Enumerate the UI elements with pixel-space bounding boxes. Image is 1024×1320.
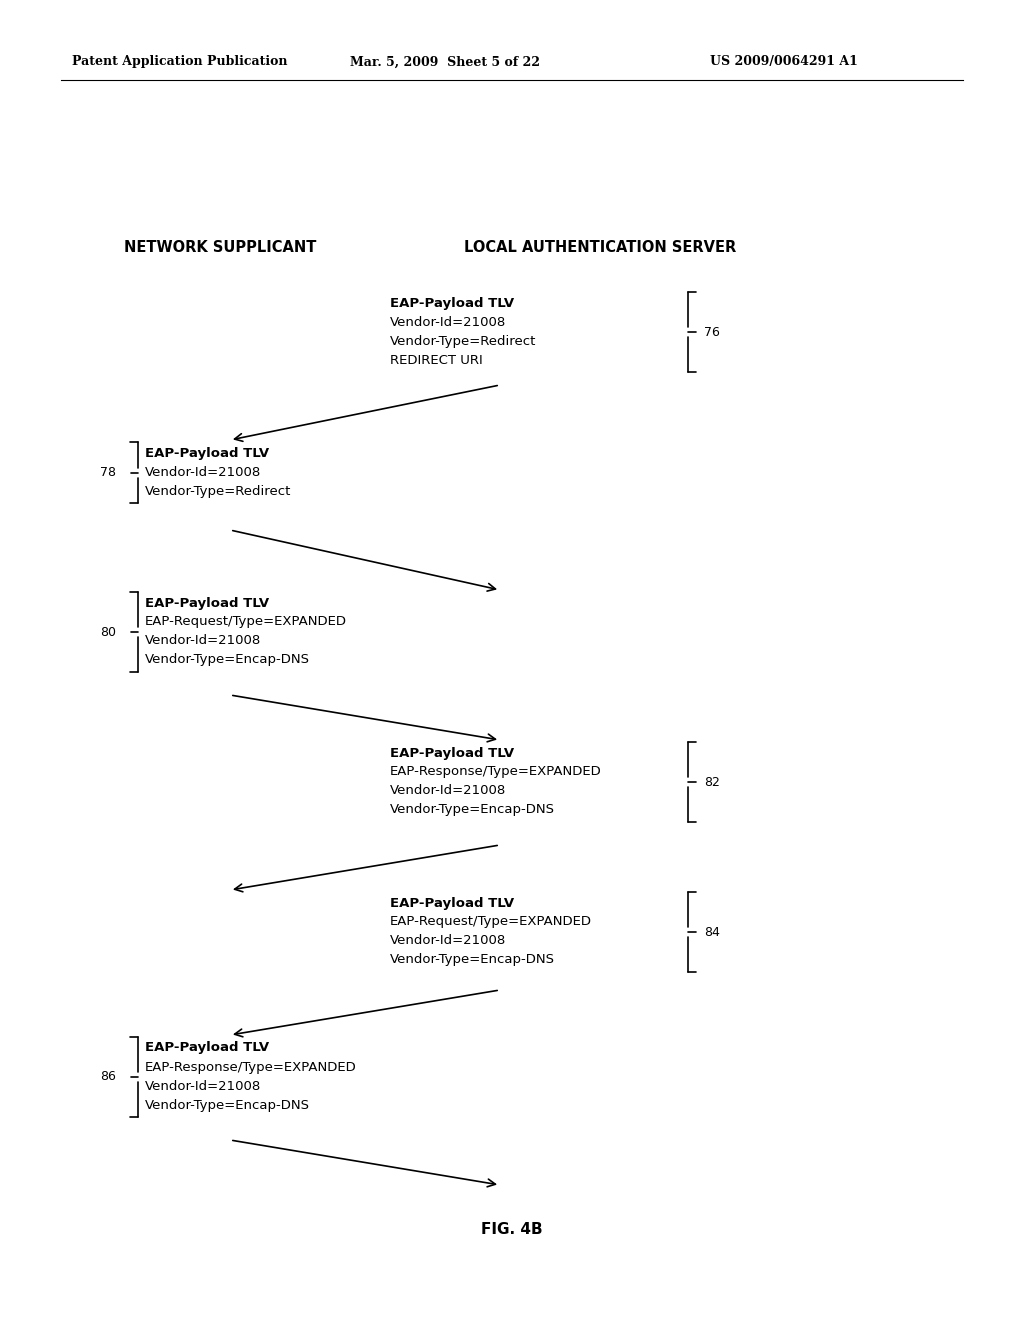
Text: Vendor-Id=21008: Vendor-Id=21008 [390,315,506,329]
Text: 76: 76 [705,326,720,338]
Text: 84: 84 [705,925,720,939]
Text: Patent Application Publication: Patent Application Publication [72,55,288,69]
Text: FIG. 4B: FIG. 4B [481,1222,543,1238]
Text: EAP-Payload TLV: EAP-Payload TLV [145,1041,269,1055]
Text: 80: 80 [100,626,116,639]
Text: EAP-Response/Type=EXPANDED: EAP-Response/Type=EXPANDED [145,1060,356,1073]
Text: 86: 86 [100,1071,116,1084]
Text: EAP-Request/Type=EXPANDED: EAP-Request/Type=EXPANDED [145,615,347,628]
Text: Mar. 5, 2009  Sheet 5 of 22: Mar. 5, 2009 Sheet 5 of 22 [350,55,540,69]
Text: Vendor-Id=21008: Vendor-Id=21008 [145,1080,261,1093]
Text: Vendor-Type=Redirect: Vendor-Type=Redirect [390,334,537,347]
Text: Vendor-Type=Encap-DNS: Vendor-Type=Encap-DNS [390,804,555,817]
Text: 82: 82 [705,776,720,788]
Text: LOCAL AUTHENTICATION SERVER: LOCAL AUTHENTICATION SERVER [464,240,736,256]
Text: EAP-Response/Type=EXPANDED: EAP-Response/Type=EXPANDED [390,766,602,779]
Text: EAP-Payload TLV: EAP-Payload TLV [390,747,514,759]
Text: Vendor-Id=21008: Vendor-Id=21008 [390,935,506,948]
Text: EAP-Request/Type=EXPANDED: EAP-Request/Type=EXPANDED [390,916,592,928]
Text: Vendor-Type=Redirect: Vendor-Type=Redirect [145,484,292,498]
Text: Vendor-Type=Encap-DNS: Vendor-Type=Encap-DNS [145,653,310,667]
Text: EAP-Payload TLV: EAP-Payload TLV [145,597,269,610]
Text: REDIRECT URI: REDIRECT URI [390,354,482,367]
Text: 78: 78 [100,466,116,479]
Text: US 2009/0064291 A1: US 2009/0064291 A1 [710,55,858,69]
Text: Vendor-Id=21008: Vendor-Id=21008 [390,784,506,797]
Text: Vendor-Id=21008: Vendor-Id=21008 [145,466,261,479]
Text: EAP-Payload TLV: EAP-Payload TLV [390,297,514,309]
Text: Vendor-Type=Encap-DNS: Vendor-Type=Encap-DNS [390,953,555,966]
Text: NETWORK SUPPLICANT: NETWORK SUPPLICANT [124,240,316,256]
Text: EAP-Payload TLV: EAP-Payload TLV [145,446,269,459]
Text: EAP-Payload TLV: EAP-Payload TLV [390,896,514,909]
Text: Vendor-Type=Encap-DNS: Vendor-Type=Encap-DNS [145,1098,310,1111]
Text: Vendor-Id=21008: Vendor-Id=21008 [145,635,261,648]
